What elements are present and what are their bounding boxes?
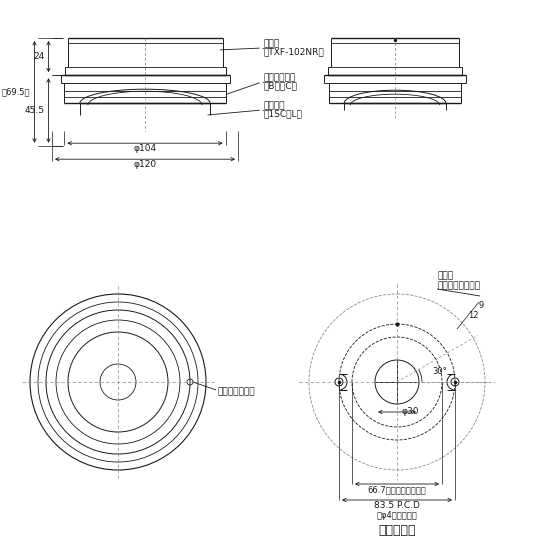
- Text: （φ4ネジ対応）: （φ4ネジ対応）: [377, 511, 417, 519]
- Text: φ104: φ104: [133, 144, 157, 153]
- Text: 感知器ベース: 感知器ベース: [264, 74, 296, 82]
- Text: 9: 9: [479, 301, 483, 311]
- Text: （B２－C）: （B２－C）: [264, 81, 298, 91]
- Text: φ30: φ30: [402, 408, 420, 416]
- Text: ロックネジ用穴: ロックネジ用穴: [218, 388, 256, 397]
- Text: 30°: 30°: [432, 367, 447, 377]
- Text: 45.5: 45.5: [24, 106, 44, 115]
- Text: 24: 24: [33, 52, 44, 61]
- Text: （ノックアウト）: （ノックアウト）: [437, 281, 480, 291]
- Text: 熱感知器: 熱感知器: [264, 101, 286, 111]
- Text: 送信機: 送信機: [264, 40, 280, 48]
- Text: φ120: φ120: [133, 160, 157, 169]
- Text: 入線口: 入線口: [437, 272, 453, 281]
- Text: （1SC－L）: （1SC－L）: [264, 109, 303, 119]
- Text: 83.5 P.C.D: 83.5 P.C.D: [374, 501, 420, 511]
- Text: 12: 12: [468, 312, 478, 320]
- Text: （69.5）: （69.5）: [2, 87, 30, 96]
- Text: 取付参考図: 取付参考図: [378, 524, 416, 537]
- Text: （TXF-102NR）: （TXF-102NR）: [264, 48, 325, 56]
- Text: 66.7（ノックアウト）: 66.7（ノックアウト）: [367, 486, 427, 494]
